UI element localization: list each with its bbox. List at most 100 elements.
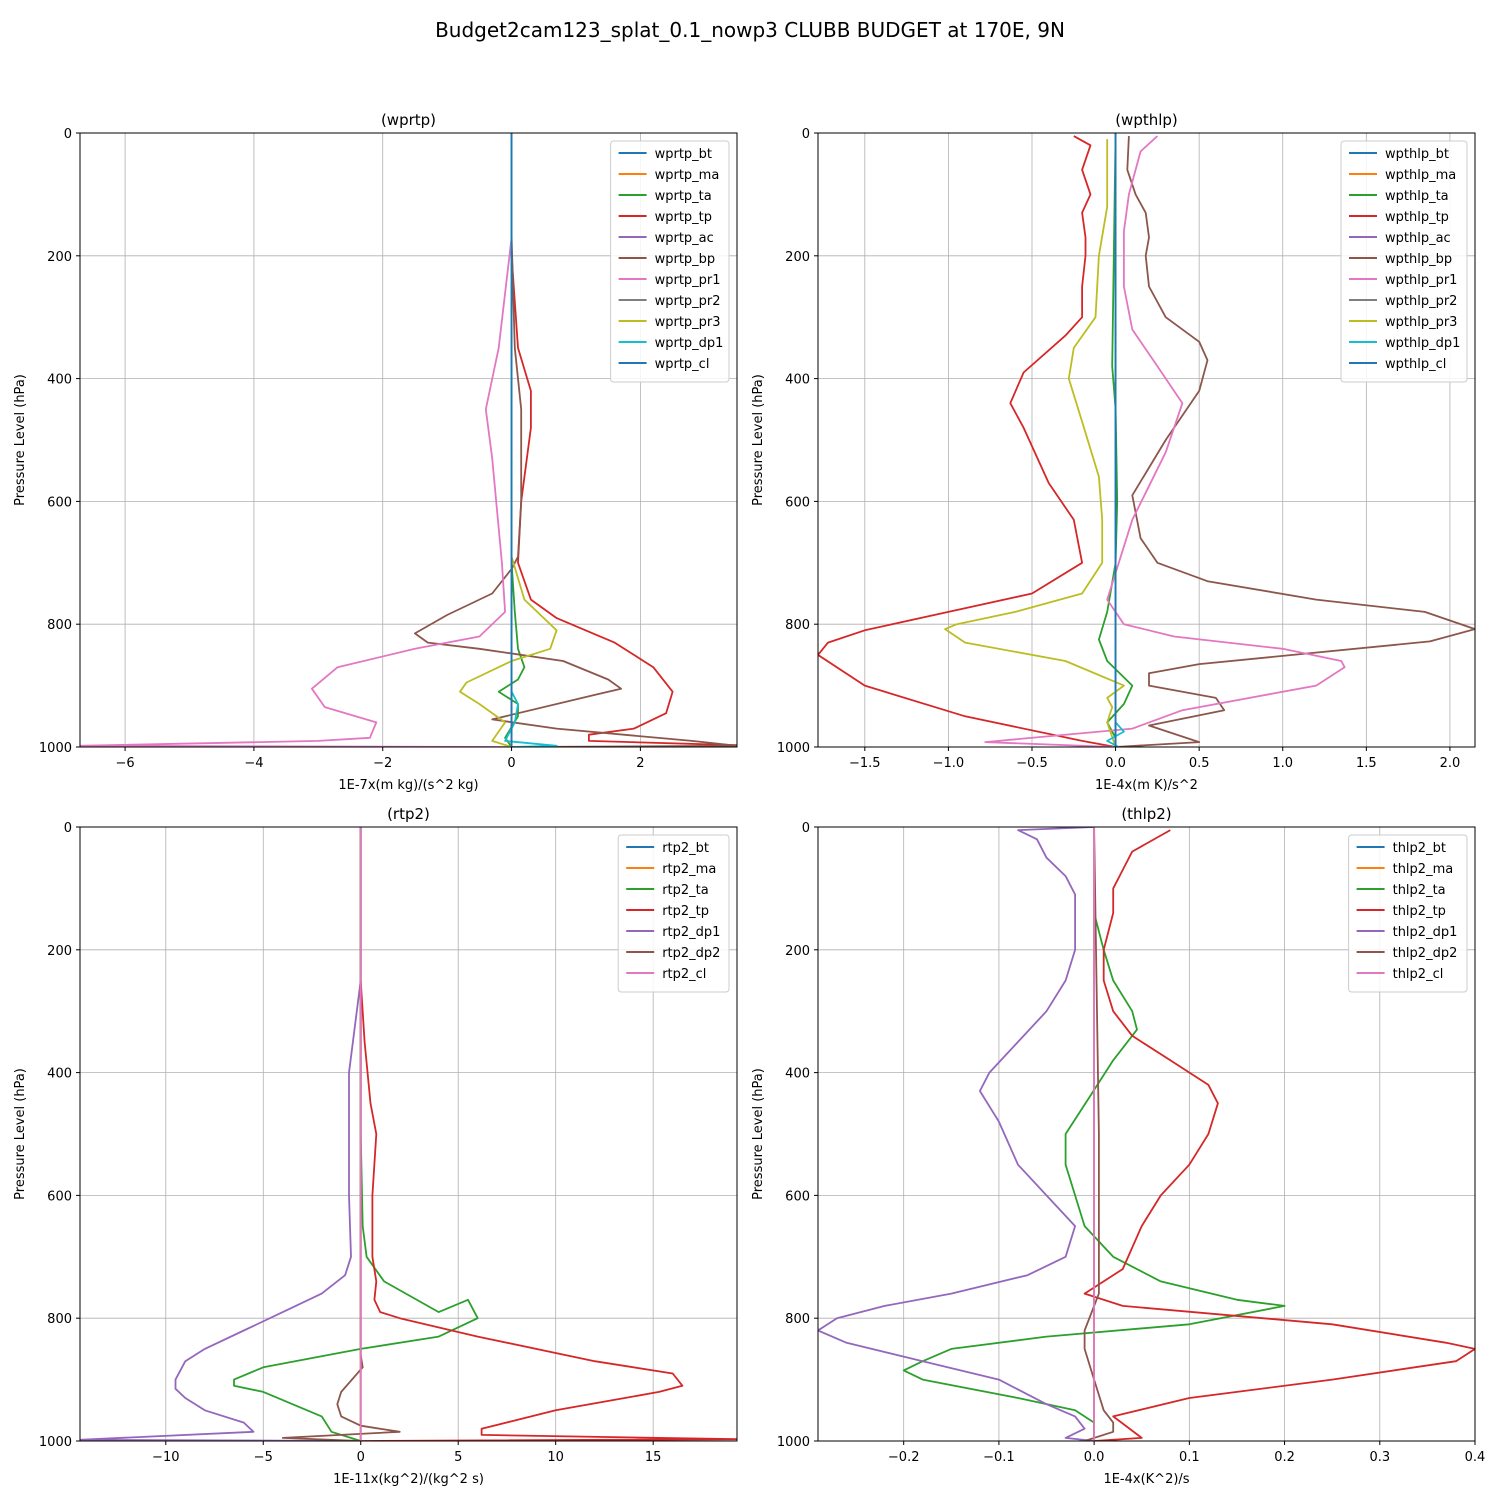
series-group bbox=[818, 133, 1475, 747]
legend: rtp2_bt rtp2_ma rtp2_ta rtp2_tp rtp2_dp1 rtp2… bbox=[617, 834, 730, 993]
x-tick-label: 5 bbox=[454, 1450, 462, 1465]
legend-label: thlp2_tp bbox=[1393, 904, 1446, 919]
y-tick-label: 800 bbox=[47, 618, 72, 633]
series-line-rtp2_tp bbox=[359, 980, 737, 1441]
x-tick-label: 0.2 bbox=[1274, 1450, 1295, 1465]
legend-label: rtp2_dp1 bbox=[662, 925, 720, 940]
series-line-wpthlp_tp bbox=[818, 135, 1116, 747]
x-tick-label: −5 bbox=[254, 1450, 273, 1465]
legend: wprtp_bt wprtp_ma wprtp_ta wprtp_tp wprtp_ac… bbox=[610, 140, 730, 383]
chart-panel-3: −10 −5 0 5 10 15 0 200 400 600 800 1000 (rtp2) 1E-11x… bbox=[13, 805, 738, 1487]
x-tick-label: 0.3 bbox=[1369, 1450, 1390, 1465]
y-tick-label: 600 bbox=[47, 1189, 72, 1204]
x-tick-label: −0.1 bbox=[983, 1450, 1015, 1465]
series-line-wpthlp_bp bbox=[1115, 136, 1475, 747]
panel-title: (thlp2) bbox=[1121, 805, 1171, 823]
y-tick-label: 400 bbox=[785, 1067, 810, 1082]
x-tick-label: −0.5 bbox=[1016, 756, 1048, 771]
series-group bbox=[80, 827, 737, 1441]
plot-frame bbox=[817, 826, 1476, 1442]
x-tick-label: 0 bbox=[507, 756, 515, 771]
legend-label: wpthlp_tp bbox=[1385, 210, 1449, 225]
figure-title: Budget2cam123_splat_0.1_nowp3 CLUBB BUDG… bbox=[435, 18, 1065, 42]
legend-label: wprtp_bt bbox=[655, 147, 712, 162]
panel-title: (rtp2) bbox=[387, 805, 430, 823]
y-tick-label: 200 bbox=[785, 944, 810, 959]
y-tick-label: 0 bbox=[64, 821, 72, 836]
legend-label: wprtp_tp bbox=[655, 210, 712, 225]
x-tick-label: −0.2 bbox=[888, 1450, 920, 1465]
legend: thlp2_bt thlp2_ma thlp2_ta thlp2_tp thlp2_dp… bbox=[1348, 834, 1468, 993]
plot-frame bbox=[817, 132, 1476, 748]
y-tick-label: 200 bbox=[47, 250, 72, 265]
plot-frame bbox=[79, 132, 738, 748]
series-group bbox=[818, 827, 1475, 1441]
panel-title: (wpthlp) bbox=[1115, 111, 1178, 129]
y-axis-label: Pressure Level (hPa) bbox=[13, 374, 28, 506]
y-tick-label: 1000 bbox=[777, 741, 810, 756]
y-tick-label: 0 bbox=[802, 821, 810, 836]
legend: wpthlp_bt wpthlp_ma wpthlp_ta wpthlp_tpwpth… bbox=[1340, 140, 1468, 383]
x-tick-label: −4 bbox=[244, 756, 263, 771]
x-tick-label: 0.4 bbox=[1465, 1450, 1486, 1465]
legend-label: rtp2_bt bbox=[662, 841, 709, 856]
x-tick-label: −10 bbox=[152, 1450, 179, 1465]
legend-label: wprtp_bp bbox=[655, 252, 716, 267]
chart-panel-4: −0.2 −0.1 0.0 0.1 0.2 0.3 0.4 0 200 400 600 800 1000… bbox=[751, 805, 1485, 1487]
legend-label: rtp2_ma bbox=[662, 862, 716, 877]
y-tick-label: 800 bbox=[785, 1312, 810, 1327]
x-tick-label: −1.5 bbox=[849, 756, 881, 771]
x-tick-label: 10 bbox=[547, 1450, 564, 1465]
legend-label: wprtp_ma bbox=[655, 168, 720, 183]
y-tick-label: 800 bbox=[47, 1312, 72, 1327]
chart-panels: −6 −4 −2 0 202004006008001000(wprtp)1E-7x(m … bbox=[13, 111, 1485, 1487]
x-tick-label: 1.5 bbox=[1356, 756, 1377, 771]
chart-panel-2: −1.5 −1.0 −0.5 0.0 0.5 1.0 1.5 2.0 0 200 400 600 800… bbox=[751, 111, 1476, 793]
x-tick-label: −1.0 bbox=[933, 756, 965, 771]
y-tick-label: 0 bbox=[64, 127, 72, 142]
y-tick-label: 400 bbox=[47, 1067, 72, 1082]
x-tick-label: 2 bbox=[636, 756, 644, 771]
legend-label: thlp2_cl bbox=[1393, 967, 1444, 982]
series-line-wprtp_tp bbox=[510, 255, 737, 747]
y-tick-label: 200 bbox=[785, 250, 810, 265]
y-axis-label: Pressure Level (hPa) bbox=[13, 1068, 28, 1200]
y-axis-label: Pressure Level (hPa) bbox=[751, 374, 766, 506]
legend-label: wpthlp_ta bbox=[1385, 189, 1449, 204]
chart-panel-1: −6 −4 −2 0 2 0 200 400 600 800 1000 (wprtp) 1E-7x(m … bbox=[13, 111, 738, 793]
legend-label: wpthlp_bt bbox=[1385, 147, 1449, 162]
series-line-thlp2_tp bbox=[1083, 829, 1475, 1441]
y-tick-label: 400 bbox=[785, 373, 810, 388]
legend-label: rtp2_ta bbox=[662, 883, 709, 898]
y-tick-label: 800 bbox=[785, 618, 810, 633]
y-tick-label: 200 bbox=[47, 944, 72, 959]
legend-label: wpthlp_pr2 bbox=[1385, 294, 1457, 309]
series-line-wpthlp_pr3 bbox=[944, 139, 1125, 747]
legend-label: wprtp_ta bbox=[655, 189, 712, 204]
x-tick-label: 2.0 bbox=[1440, 756, 1461, 771]
x-tick-label: 0.0 bbox=[1105, 756, 1126, 771]
y-tick-label: 600 bbox=[785, 495, 810, 510]
series-line-wpthlp_pr1 bbox=[984, 135, 1346, 747]
plot-frame bbox=[79, 826, 738, 1442]
series-line-thlp2_dp1 bbox=[818, 827, 1095, 1441]
series-line-wprtp_pr3 bbox=[459, 237, 558, 747]
legend-label: thlp2_dp2 bbox=[1393, 946, 1458, 961]
x-tick-label: −2 bbox=[373, 756, 392, 771]
legend-label: wpthlp_pr3 bbox=[1385, 315, 1457, 330]
series-line-rtp2_dp2 bbox=[281, 827, 401, 1441]
x-tick-label: 0.0 bbox=[1084, 1450, 1105, 1465]
y-tick-label: 1000 bbox=[39, 1435, 72, 1450]
x-axis-label: 1E-11x(kg^2)/(kg^2 s) bbox=[333, 1472, 484, 1487]
panel-title: (wprtp) bbox=[381, 111, 436, 129]
series-line-wprtp_pr1 bbox=[80, 237, 513, 747]
legend-label: wprtp_pr3 bbox=[655, 315, 721, 330]
legend-label: wprtp_pr1 bbox=[655, 273, 721, 288]
series-line-rtp2_ta bbox=[233, 827, 479, 1441]
legend-label: wpthlp_ma bbox=[1385, 168, 1456, 183]
legend-label: wpthlp_bp bbox=[1385, 252, 1452, 267]
legend-label: wprtp_ac bbox=[655, 231, 714, 246]
legend-label: wpthlp_dp1 bbox=[1385, 336, 1460, 351]
legend-label: rtp2_cl bbox=[662, 967, 706, 982]
